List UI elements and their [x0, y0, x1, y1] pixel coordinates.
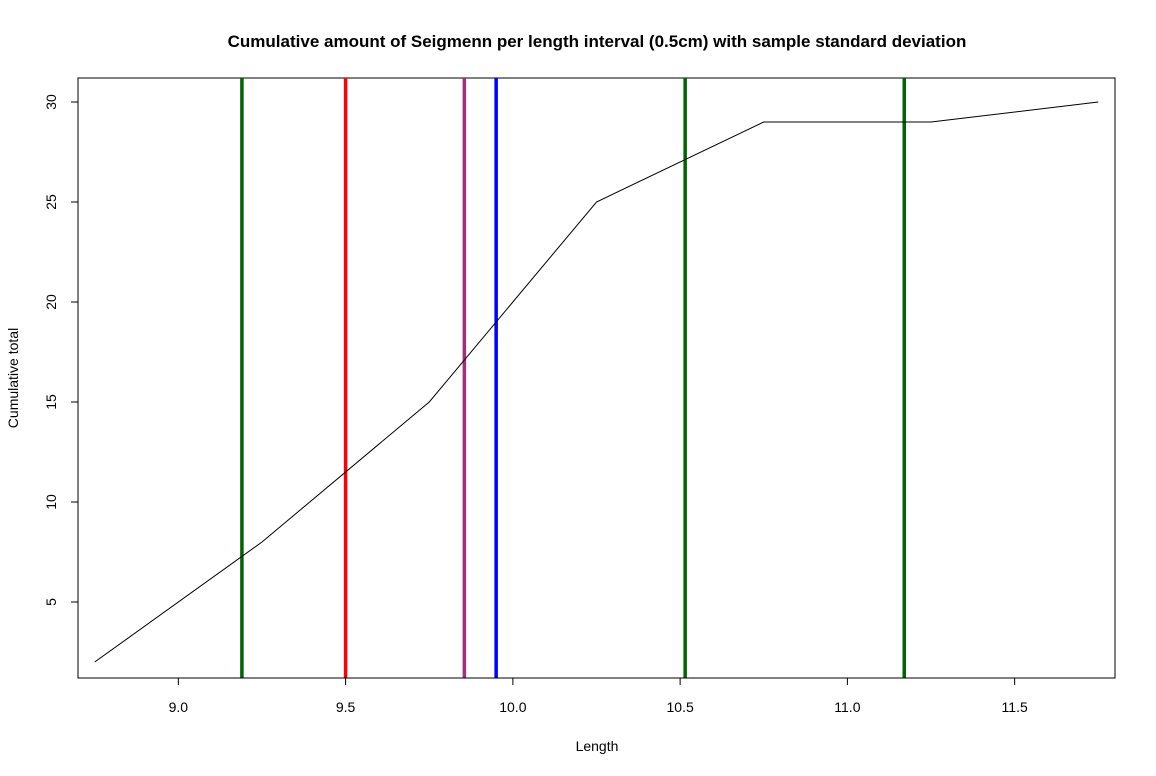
x-tick-label: 9.5 — [336, 699, 356, 715]
y-tick-label: 15 — [43, 394, 59, 410]
x-tick-label: 9.0 — [169, 699, 189, 715]
plot-frame — [77, 77, 1116, 679]
y-tick-label: 25 — [43, 194, 59, 210]
y-tick-label: 10 — [43, 494, 59, 510]
y-axis: 5 10 15 20 25 30 — [43, 94, 79, 606]
x-axis: 9.0 9.5 10.0 10.5 11.0 11.5 — [169, 677, 1028, 715]
x-axis-label: Length — [576, 738, 619, 754]
y-tick-label: 20 — [43, 294, 59, 310]
x-tick-label: 11.0 — [834, 699, 860, 715]
y-tick-label: 5 — [43, 598, 59, 606]
x-tick-label: 10.5 — [667, 699, 694, 715]
series-layer — [94, 101, 1099, 663]
reference-lines — [240, 78, 907, 678]
x-tick-label: 11.5 — [1002, 699, 1028, 715]
chart-title: Cumulative amount of Seigmenn per length… — [228, 32, 967, 51]
y-axis-label: Cumulative total — [5, 328, 21, 428]
x-tick-label: 10.0 — [499, 699, 526, 715]
series-line-1 — [94, 101, 1099, 663]
y-tick-label: 30 — [43, 94, 59, 110]
